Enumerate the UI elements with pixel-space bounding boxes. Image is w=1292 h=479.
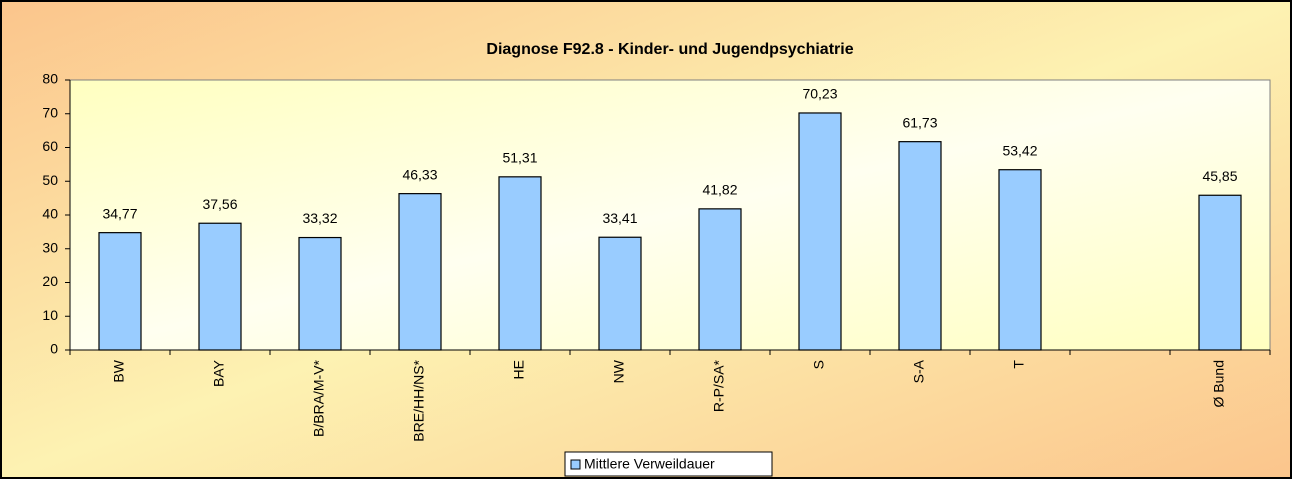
y-tick-label: 70 <box>42 104 58 120</box>
legend-box <box>564 451 773 477</box>
data-label: 53,42 <box>1002 142 1037 158</box>
bar <box>198 222 242 351</box>
y-tick-label: 40 <box>42 206 58 222</box>
x-tick-label: T <box>1011 360 1027 369</box>
bar <box>98 232 142 351</box>
plot-area <box>69 79 1271 351</box>
bar <box>798 112 842 351</box>
data-label: 51,31 <box>502 150 537 166</box>
data-label: 61,73 <box>902 114 937 130</box>
y-tick-label: 50 <box>42 172 58 188</box>
data-label: 33,32 <box>302 210 337 226</box>
data-label: 46,33 <box>402 166 437 182</box>
legend-swatch <box>570 459 581 470</box>
x-tick-label: HE <box>511 360 527 379</box>
x-tick-label: BAY <box>211 359 227 387</box>
y-tick-label: 0 <box>50 341 58 357</box>
bar <box>598 236 642 351</box>
y-tick-label: 60 <box>42 138 58 154</box>
x-tick-label: S-A <box>911 359 927 383</box>
x-tick-label: NW <box>611 359 627 383</box>
y-tick-label: 30 <box>42 239 58 255</box>
bar <box>298 236 342 351</box>
bar <box>1198 194 1242 351</box>
bar <box>498 176 542 351</box>
x-tick-label: R-P/SA* <box>711 359 727 412</box>
x-tick-label: S <box>811 360 827 369</box>
data-label: 70,23 <box>802 86 837 102</box>
data-label: 41,82 <box>702 182 737 198</box>
bar <box>898 141 942 351</box>
x-tick-label: BW <box>111 359 127 382</box>
legend-label: Mittlere Verweildauer <box>584 456 715 472</box>
data-label: 33,41 <box>602 210 637 226</box>
bar <box>698 208 742 351</box>
x-tick-label: B/BRA/M-V* <box>311 359 327 437</box>
x-tick-label: BRE/HH/NS* <box>411 359 427 441</box>
data-label: 34,77 <box>102 205 137 221</box>
y-tick-label: 80 <box>42 71 58 87</box>
data-label: 37,56 <box>202 196 237 212</box>
y-tick-label: 10 <box>42 307 58 323</box>
y-tick-label: 20 <box>42 273 58 289</box>
chart-title: Diagnose F92.8 - Kinder- und Jugendpsych… <box>486 41 853 58</box>
x-tick-label: Ø Bund <box>1211 360 1227 407</box>
bar <box>998 169 1042 351</box>
bar <box>398 193 442 351</box>
data-label: 45,85 <box>1202 168 1237 184</box>
